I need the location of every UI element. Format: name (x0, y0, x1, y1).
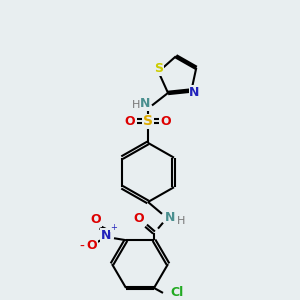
Text: S: S (154, 62, 163, 75)
Text: O: O (134, 212, 144, 225)
Text: O: O (161, 115, 171, 128)
Text: N: N (189, 86, 200, 99)
Text: -: - (80, 240, 84, 254)
Text: +: + (111, 223, 117, 232)
Text: N: N (165, 211, 175, 224)
Text: O: O (91, 213, 101, 226)
Text: O: O (87, 238, 97, 252)
Text: H: H (177, 216, 185, 226)
Text: O: O (125, 115, 135, 128)
Text: Cl: Cl (170, 286, 184, 299)
Text: N: N (101, 229, 111, 242)
Text: H: H (132, 100, 140, 110)
Text: N: N (140, 97, 150, 110)
Text: S: S (143, 114, 153, 128)
